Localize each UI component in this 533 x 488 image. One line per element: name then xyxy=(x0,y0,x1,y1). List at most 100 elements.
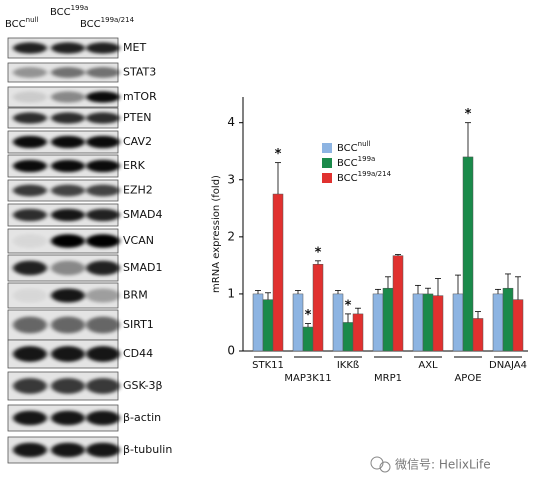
protein-label: CD44 xyxy=(123,347,153,360)
blot-band xyxy=(51,260,85,276)
significance-mark: * xyxy=(465,107,472,122)
blot-band xyxy=(86,112,120,124)
blot-band xyxy=(13,42,47,54)
blot-band xyxy=(13,316,47,334)
legend-label: BCCnull xyxy=(337,140,370,154)
bar xyxy=(292,293,304,352)
watermark: 微信号: HelixLife xyxy=(370,456,491,473)
lane-label-sup: 199a/214 xyxy=(101,16,135,24)
blot-band xyxy=(51,112,85,124)
protein-label: MET xyxy=(123,41,146,54)
protein-label: mTOR xyxy=(123,90,157,103)
legend-label: BCC199a xyxy=(337,155,375,169)
y-tick-label: 4 xyxy=(227,115,235,129)
blot-band xyxy=(51,410,85,426)
protein-label: SMAD1 xyxy=(123,261,162,274)
western-blot: BCCnullBCC199aBCC199a/214METSTAT3mTORPTE… xyxy=(5,4,172,464)
bar xyxy=(432,295,444,352)
bar xyxy=(252,293,264,352)
protein-label: CAV2 xyxy=(123,135,152,148)
legend-label-base: BCC xyxy=(337,143,358,154)
blot-band xyxy=(13,159,47,173)
wechat-icon xyxy=(370,456,384,470)
blot-band xyxy=(86,378,120,394)
blot-band xyxy=(51,234,85,248)
blot-band xyxy=(51,208,85,222)
x-tick-label: STK11 xyxy=(252,360,284,371)
blot-band xyxy=(13,288,47,303)
bar xyxy=(452,293,464,352)
significance-mark: * xyxy=(305,308,312,323)
protein-label: GSK-3β xyxy=(123,379,163,392)
lane-label: BCC199a/214 xyxy=(80,16,135,30)
blot-band xyxy=(51,184,85,197)
lane-label-base: BCC xyxy=(80,19,101,30)
legend-label: BCC199a/214 xyxy=(337,170,392,184)
protein-label: β-tubulin xyxy=(123,443,172,456)
wechat-icon xyxy=(379,461,391,473)
blot-band xyxy=(86,159,120,173)
legend-label-base: BCC xyxy=(337,158,358,169)
blot-band xyxy=(86,42,120,54)
protein-label: β-actin xyxy=(123,411,161,424)
blot-band xyxy=(86,260,120,276)
blot-band xyxy=(86,410,120,426)
blot-band xyxy=(51,91,85,103)
blot-band xyxy=(13,91,47,103)
protein-label: SMAD4 xyxy=(123,208,162,221)
bar xyxy=(262,299,274,352)
protein-label: VCAN xyxy=(123,234,154,247)
blot-band xyxy=(13,346,47,362)
lane-label-sup: null xyxy=(26,16,39,24)
bar xyxy=(312,263,324,352)
x-tick-label: DNAJA4 xyxy=(489,360,527,371)
x-tick-label: IKKß xyxy=(337,360,359,371)
protein-label: BRM xyxy=(123,289,148,302)
bar xyxy=(462,156,474,352)
bar xyxy=(422,293,434,352)
x-tick-label: APOE xyxy=(454,373,481,384)
watermark-text: 微信号: HelixLife xyxy=(395,458,491,472)
lane-label-sup: 199a xyxy=(71,4,89,12)
blot-band xyxy=(13,184,47,197)
bar xyxy=(302,326,314,352)
bar xyxy=(382,287,394,352)
lane-label-base: BCC xyxy=(5,19,26,30)
x-tick-label: MRP1 xyxy=(374,373,402,384)
y-tick-label: 3 xyxy=(227,172,235,186)
blot-band xyxy=(86,316,120,334)
blot-band xyxy=(51,442,85,458)
blot-band xyxy=(13,260,47,276)
y-axis-label: mRNA expression (fold) xyxy=(211,175,222,293)
bar xyxy=(412,293,424,352)
protein-label: PTEN xyxy=(123,111,152,124)
bar xyxy=(332,293,344,352)
blot-band xyxy=(13,442,47,458)
lane-label: BCCnull xyxy=(5,16,38,30)
blot-band xyxy=(51,378,85,394)
blot-band xyxy=(51,135,85,149)
legend-swatch xyxy=(322,158,332,168)
blot-band xyxy=(86,346,120,362)
blot-band xyxy=(86,288,120,303)
bar xyxy=(372,293,384,352)
blot-band xyxy=(86,442,120,458)
significance-mark: * xyxy=(275,147,282,162)
bar xyxy=(502,287,514,352)
legend-swatch xyxy=(322,173,332,183)
legend-label-base: BCC xyxy=(337,173,358,184)
lane-label-base: BCC xyxy=(50,7,71,18)
bar xyxy=(272,193,284,352)
bar xyxy=(392,255,404,352)
bar xyxy=(472,318,484,352)
bar xyxy=(512,299,524,352)
protein-label: EZH2 xyxy=(123,184,153,197)
bar xyxy=(352,313,364,352)
y-tick-label: 0 xyxy=(227,344,235,358)
legend-label-sup: 199a/214 xyxy=(358,170,392,178)
blot-band xyxy=(86,67,120,78)
legend-swatch xyxy=(322,143,332,153)
legend-label-sup: 199a xyxy=(358,155,376,163)
bar-chart: 0 1 2 3 4 mRNA expression (fold) STK11 * MAP3K11… xyxy=(211,97,528,384)
